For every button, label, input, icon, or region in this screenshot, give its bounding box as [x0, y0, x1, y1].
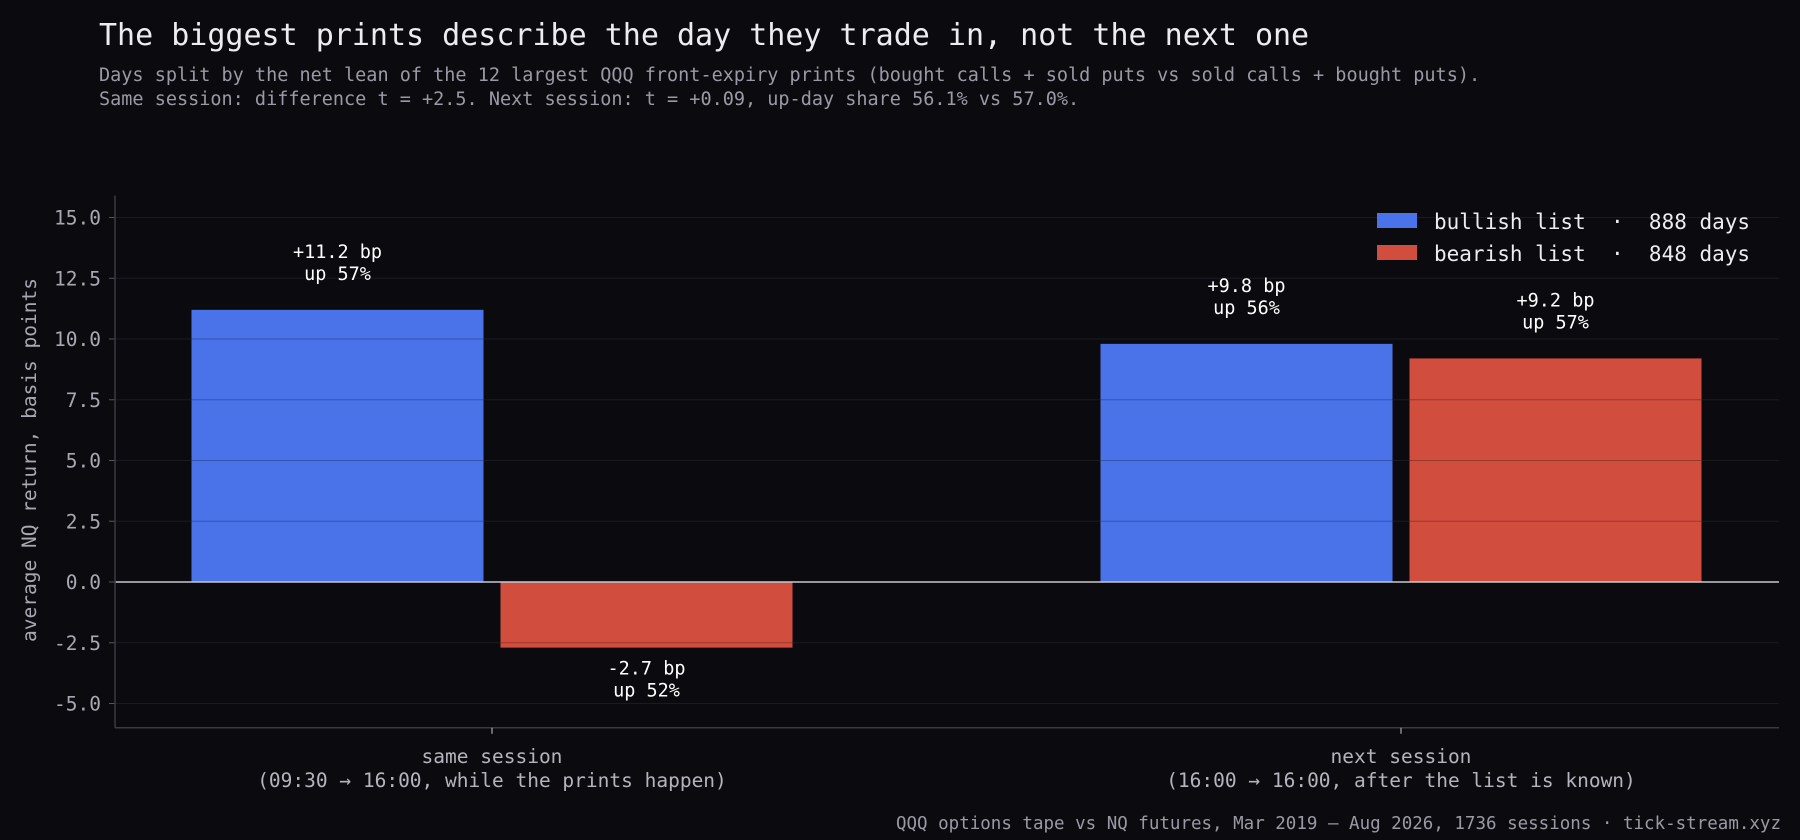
data-label: +9.8 bp	[1208, 276, 1286, 297]
data-label: up 56%	[1213, 298, 1280, 319]
data-label: up 52%	[613, 681, 680, 702]
x-category-label: same session	[422, 745, 563, 768]
y-tick-label: 5.0	[66, 450, 101, 473]
y-tick-label: 2.5	[66, 510, 101, 533]
x-category-sublabel: (16:00 → 16:00, after the list is known)	[1166, 769, 1636, 792]
data-label: +11.2 bp	[293, 242, 382, 263]
y-tick-label: 0.0	[66, 571, 101, 594]
chart-title: The biggest prints describe the day they…	[99, 18, 1309, 53]
data-label: +9.2 bp	[1517, 290, 1595, 311]
bar-bearish-same-session	[500, 582, 793, 648]
y-tick-label: 12.5	[54, 267, 101, 290]
legend-label-bearish: bearish list · 848 days	[1434, 242, 1750, 266]
x-category-label: next session	[1331, 745, 1472, 768]
x-category-sublabel: (09:30 → 16:00, while the prints happen)	[257, 769, 727, 792]
legend-swatch-bullish	[1377, 213, 1417, 228]
bar-bullish-next-session	[1100, 343, 1393, 582]
y-axis-label: average NQ return, basis points	[18, 278, 41, 642]
data-label: -2.7 bp	[608, 659, 686, 680]
y-tick-label: 15.0	[54, 207, 101, 230]
legend-label-bullish: bullish list · 888 days	[1434, 210, 1750, 234]
source-note: QQQ options tape vs NQ futures, Mar 2019…	[896, 814, 1781, 834]
y-tick-label: -2.5	[54, 632, 101, 655]
bar-bearish-next-session	[1409, 358, 1702, 582]
y-tick-label: 7.5	[66, 389, 101, 412]
subtitle-line-2: Same session: difference t = +2.5. Next …	[99, 89, 1079, 110]
subtitle-line-1: Days split by the net lean of the 12 lar…	[99, 65, 1480, 86]
bars	[191, 309, 1702, 648]
legend: bullish list · 888 days bearish list · 8…	[1377, 210, 1750, 266]
y-tick-label: -5.0	[54, 693, 101, 716]
axes: 15.0 12.5 10.0 7.5 5.0 2.5 0.0 -2.5 -5.0 same ses…	[54, 195, 1779, 792]
y-tick-label: 10.0	[54, 328, 101, 351]
bar-bullish-same-session	[191, 309, 484, 582]
data-label: up 57%	[1522, 312, 1589, 333]
data-label: up 57%	[304, 264, 371, 285]
legend-swatch-bearish	[1377, 245, 1417, 260]
